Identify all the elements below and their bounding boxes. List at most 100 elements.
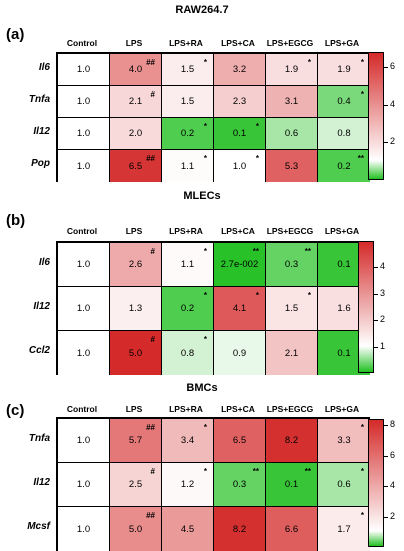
cell-value: 1.5 — [180, 96, 195, 107]
row-header: Mcsf — [27, 521, 50, 532]
cell-value: 1.5 — [180, 64, 195, 75]
heatmap-cell: 6.6 — [266, 507, 318, 551]
cell-value: 1.0 — [76, 128, 91, 139]
cell-value: 6.5 — [128, 160, 143, 172]
significance-mark: * — [203, 291, 207, 300]
heatmap-cell: 0.3 ** — [266, 243, 318, 287]
cell-value: 0.6 — [284, 128, 299, 139]
heatmap-cell: 1.9 * — [318, 54, 370, 86]
heatmap-grid: 1.0 4.0 ## 1.5 * 3.2 1.9 * 1.9 * 1.0 2.1 #1.5 2.3 3.1 0… — [56, 52, 370, 182]
heatmap-cell: 0.8 * — [162, 331, 214, 375]
cell-value: 4.5 — [180, 523, 195, 535]
column-header: Control — [66, 404, 98, 414]
cell-value: 0.1 — [337, 259, 351, 270]
cell-value: 5.0 — [128, 347, 143, 359]
column-header: LPS — [125, 226, 143, 236]
column-header: LPS — [125, 404, 143, 414]
column-header: LPS+EGCG — [266, 38, 314, 48]
colorbar-tick-label: 6 — [390, 449, 396, 460]
cell-value: 6.5 — [232, 435, 247, 446]
cell-value: 0.1 — [337, 347, 351, 359]
heatmap-cell: 5.0 ## — [110, 507, 162, 551]
significance-mark: * — [360, 58, 364, 67]
heatmap-cell: 3.2 — [214, 54, 266, 86]
column-header: Control — [66, 226, 98, 236]
cell-value: 0.1 — [232, 128, 247, 139]
cell-value: 1.9 — [337, 64, 351, 75]
heatmap-cell: 0.2 * — [162, 118, 214, 150]
column-header: LPS+GA — [324, 226, 360, 236]
heatmap-cell: 5.3 — [266, 150, 318, 182]
column-header: LPS+EGCG — [266, 226, 314, 236]
heatmap-cell: 5.0 # — [110, 331, 162, 375]
panel-label: (b) — [6, 212, 26, 229]
cell-value: 3.1 — [284, 96, 299, 107]
heatmap-cell: 1.3 — [110, 287, 162, 331]
significance-mark: ** — [357, 154, 364, 163]
cell-value: 5.3 — [284, 160, 299, 172]
colorbar-tick-mark — [384, 67, 388, 69]
cell-value: 1.0 — [76, 64, 91, 75]
colorbar-tick-label: 6 — [390, 61, 396, 72]
heatmap-cell: 3.1 — [266, 86, 318, 118]
heatmap-cell: 3.4 * — [162, 419, 214, 463]
significance-mark: ** — [252, 247, 259, 256]
colorbar-tick-mark — [384, 104, 388, 106]
colorbar-tick-mark — [374, 346, 378, 348]
heatmap-cell: 1.9 * — [266, 54, 318, 86]
heatmap-cell: 0.8 — [318, 118, 370, 150]
colorbar-tick-mark — [374, 267, 378, 269]
significance-mark: ## — [146, 423, 155, 432]
significance-mark: * — [203, 335, 207, 344]
cell-value: 0.6 — [337, 479, 351, 490]
cell-value: 6.6 — [284, 523, 299, 535]
heatmap-cell: 8.2 — [266, 419, 318, 463]
heatmap-cell: 0.6 — [266, 118, 318, 150]
colorbar — [368, 419, 384, 547]
heatmap-cell: 6.5 — [214, 419, 266, 463]
cell-value: 1.7 — [337, 523, 351, 535]
cell-value: 1.2 — [180, 479, 195, 490]
heatmap-cell: 3.3 * — [318, 419, 370, 463]
cell-value: 1.0 — [76, 435, 91, 446]
heatmap-cell: 1.0 — [58, 150, 110, 182]
panel-title: RAW264.7 — [175, 4, 229, 16]
cell-value: 1.0 — [76, 523, 91, 535]
cell-value: 5.0 — [128, 523, 143, 535]
heatmap-cell: 1.0 — [58, 54, 110, 86]
colorbar-tick-label: 2 — [390, 136, 396, 147]
heatmap-cell: 0.1 * — [214, 118, 266, 150]
colorbar-tick-mark — [384, 455, 388, 457]
significance-mark: ** — [304, 467, 311, 476]
colorbar-tick-mark — [384, 486, 388, 488]
heatmap-cell: 0.9 — [214, 331, 266, 375]
cell-value: 0.4 — [337, 96, 351, 107]
heatmap-cell: 1.7 * — [318, 507, 370, 551]
cell-value: 1.0 — [76, 96, 91, 107]
cell-value: 1.0 — [76, 259, 91, 270]
cell-value: 1.3 — [128, 303, 143, 314]
heatmap-cell: 1.5 * — [266, 287, 318, 331]
row-header: Ccl2 — [28, 345, 50, 356]
significance-mark: * — [255, 291, 259, 300]
cell-value: 0.9 — [232, 347, 247, 359]
cell-value: 0.2 — [337, 160, 351, 172]
significance-mark: ## — [146, 511, 155, 520]
cell-value: 0.2 — [180, 303, 195, 314]
significance-mark: * — [360, 467, 364, 476]
heatmap-cell: 1.1 * — [162, 150, 214, 182]
heatmap-cell: 4.0 ## — [110, 54, 162, 86]
column-header: LPS+RA — [169, 226, 203, 236]
colorbar-tick-label: 1 — [380, 340, 386, 351]
heatmap-cell: 2.1 — [266, 331, 318, 375]
cell-value: 1.1 — [180, 160, 195, 172]
heatmap-cell: 1.0 — [58, 419, 110, 463]
panel-label: (a) — [6, 26, 25, 43]
significance-mark: # — [150, 90, 155, 99]
cell-value: 2.5 — [128, 479, 143, 490]
significance-mark: # — [150, 335, 155, 344]
column-header: LPS+CA — [221, 38, 255, 48]
cell-value: 1.0 — [76, 347, 91, 359]
heatmap-cell: 2.6 # — [110, 243, 162, 287]
column-header: LPS+CA — [221, 226, 255, 236]
